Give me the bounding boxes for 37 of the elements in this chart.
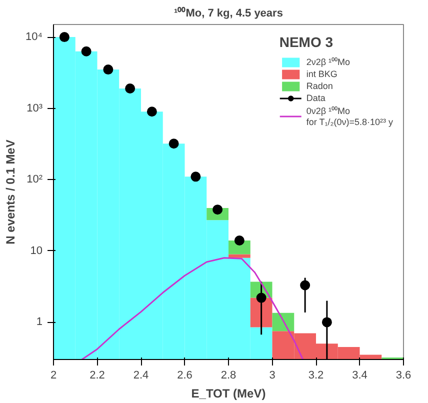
point [300, 280, 310, 290]
x-axis-title: E_TOT (MeV) [191, 386, 266, 400]
bar [228, 254, 250, 258]
y-tick-label: 10² [26, 174, 43, 186]
legend-label: Data [306, 93, 326, 103]
x-tick-label: 2 [50, 370, 57, 382]
point [168, 138, 179, 149]
x-tick-label: 3.6 [396, 370, 412, 382]
point [125, 83, 136, 94]
y-tick-label: 10⁴ [26, 31, 43, 44]
point [234, 236, 244, 246]
x-tick-label: 2.6 [177, 370, 192, 382]
line-series [81, 257, 304, 360]
y-tick-label: 1 [36, 316, 43, 328]
chart-title: ¹⁰⁰Mo, 7 kg, 4.5 years [174, 6, 283, 20]
bar [272, 312, 294, 332]
point [59, 32, 70, 42]
x-tick-label: 3 [269, 370, 276, 382]
legend-label: Radon [306, 81, 333, 91]
point [103, 64, 114, 75]
point [322, 317, 332, 328]
point [81, 46, 92, 56]
x-tick-label: 2.4 [133, 370, 149, 382]
x-tick-label: 2.2 [90, 370, 105, 382]
point [256, 292, 266, 303]
point [190, 172, 201, 182]
x-tick-label: 3.4 [352, 370, 368, 382]
legend-label: 2ν2β ¹⁰⁰Mo [306, 56, 350, 68]
legend-label: 0ν2β ¹⁰⁰Mo for T₁/₂(0ν)=5.8·10²³ y [306, 105, 393, 127]
point [146, 106, 157, 117]
y-tick-label: 10³ [26, 102, 43, 114]
x-tick-label: 2.8 [220, 370, 236, 382]
y-tick-label: 10 [30, 244, 43, 257]
legend-label: int BKG [306, 69, 338, 79]
x-tick-label: 3.2 [308, 370, 324, 382]
legend-title: NEMO 3 [279, 34, 334, 50]
y-axis-title: N events / 0.1 MeV [4, 140, 18, 244]
